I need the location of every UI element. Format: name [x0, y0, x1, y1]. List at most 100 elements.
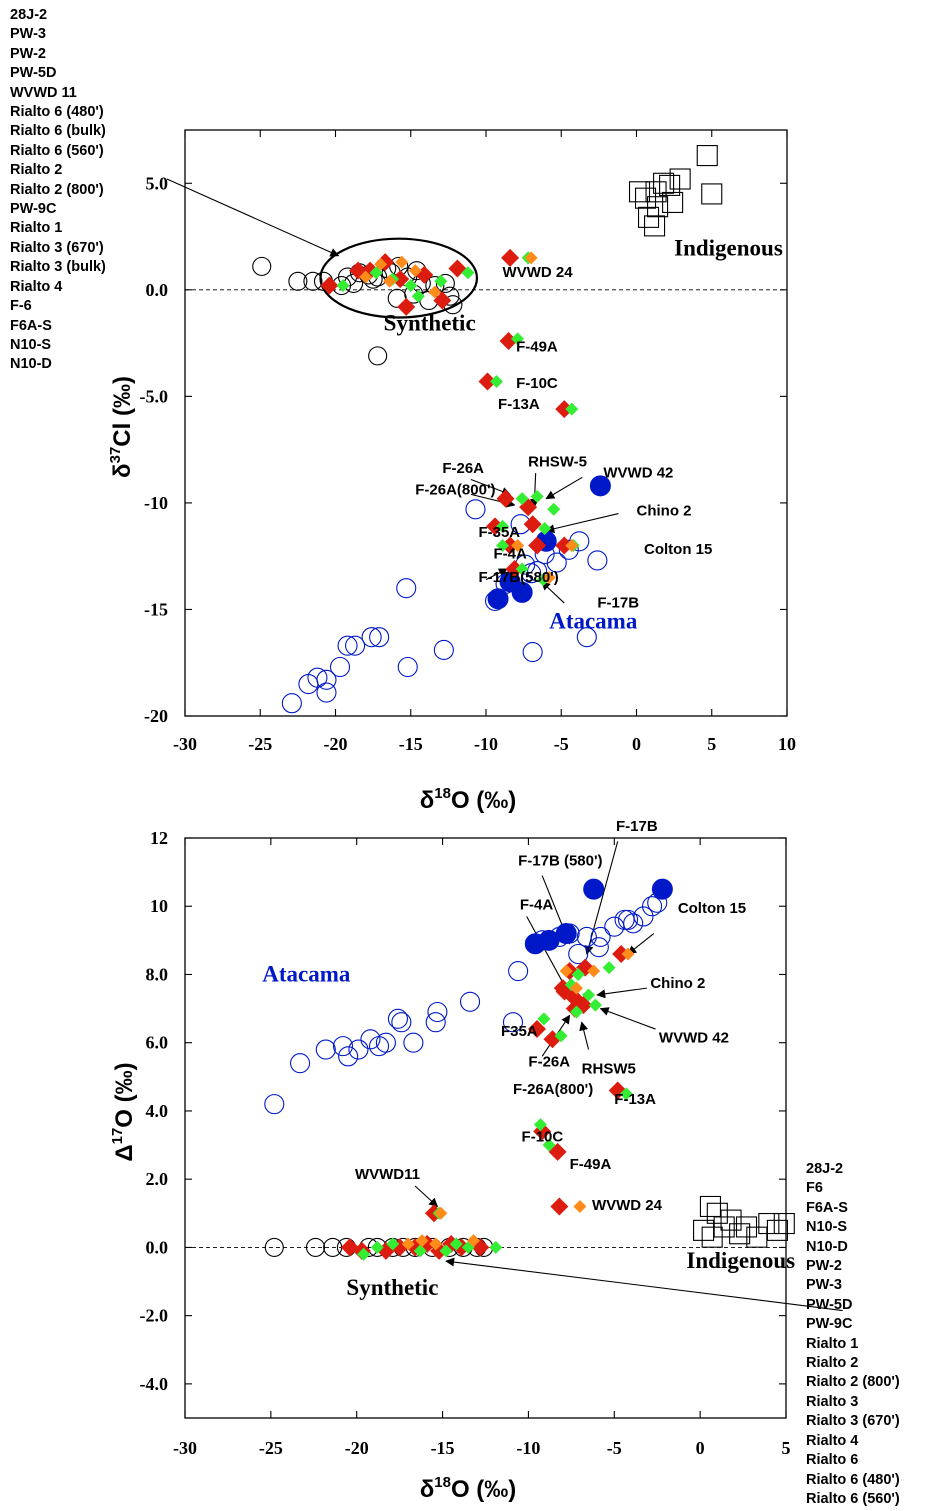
point-label: F-17B	[597, 594, 639, 611]
sample-list-item: PW-3	[806, 1277, 842, 1294]
point-label: F-10C	[522, 1129, 564, 1146]
data-point-red-diamond	[397, 297, 416, 316]
annotation-arrow	[166, 178, 340, 257]
data-point-open-circle-blue	[368, 1036, 390, 1057]
data-point-open-circle-black	[264, 1237, 284, 1257]
data-point-open-square	[693, 1219, 715, 1241]
x-tick-label: -25	[259, 1438, 283, 1458]
data-point-open-circle-blue	[397, 656, 418, 678]
sample-list-item: Rialto 3 (670')	[806, 1413, 900, 1430]
data-point-open-square	[720, 1209, 742, 1231]
data-point-open-square	[696, 145, 718, 167]
data-point-open-circle-blue	[396, 578, 417, 599]
data-point-orange-diamond	[395, 255, 409, 269]
x-tick-label: -10	[474, 734, 498, 754]
region-label: Synthetic	[384, 310, 476, 335]
point-label: F-26A	[528, 1054, 570, 1071]
sample-list-item: Rialto 3	[806, 1393, 859, 1410]
sample-list-item: PW-5D	[10, 65, 57, 82]
region-label: Indigenous	[686, 1248, 795, 1273]
plot-frame	[184, 129, 788, 717]
data-point-orange-diamond	[559, 964, 573, 978]
point-label: Colton 15	[644, 541, 712, 558]
sample-list-item: Rialto 2	[10, 162, 63, 179]
data-point-orange-diamond	[565, 539, 579, 553]
data-point-filled-circle-blue	[487, 588, 509, 610]
data-point-green-diamond	[411, 289, 425, 303]
data-point-green-diamond	[489, 1240, 503, 1254]
y-axis-title: Δ17O (‰)	[109, 1062, 138, 1161]
data-point-green-diamond	[369, 266, 383, 280]
y-tick-label: 0.0	[146, 1237, 169, 1257]
data-point-green-diamond	[570, 1005, 584, 1019]
data-point-open-circle-blue	[329, 656, 351, 678]
data-point-red-diamond	[501, 536, 520, 555]
data-point-open-circle-blue	[316, 682, 337, 703]
data-point-green-diamond	[496, 539, 510, 553]
data-point-open-circle-blue	[623, 913, 644, 934]
data-point-red-diamond	[528, 1020, 547, 1039]
data-point-green-diamond	[515, 562, 529, 576]
sample-list-top: 28J-2 PW-3 PW-2 PW-5D WVWD 11 Rialto 6 (480')…	[10, 6, 106, 375]
data-point-open-circle-blue	[387, 1008, 408, 1029]
data-point-open-circle-blue	[316, 669, 337, 690]
region-label: Synthetic	[346, 1275, 438, 1300]
data-point-green-diamond	[386, 1237, 400, 1251]
sample-list-item: Rialto 6 (560')	[806, 1490, 900, 1507]
data-point-filled-circle-blue	[511, 581, 533, 603]
data-point-open-circle-black	[305, 1237, 326, 1257]
data-point-red-diamond	[555, 536, 574, 555]
sample-list-bottom: 28J-2 F6 F6A-S N10-S N10-D PW-2 PW-3 PW-5D PW-9C…	[806, 1160, 900, 1509]
data-point-red-diamond	[499, 331, 518, 350]
x-tick-label: -25	[248, 734, 272, 754]
x-tick-label: -5	[607, 1438, 622, 1458]
sample-list-item: Rialto 1	[10, 220, 63, 237]
data-point-green-diamond	[537, 1012, 551, 1026]
data-point-orange-diamond	[587, 964, 601, 978]
data-point-red-diamond	[486, 517, 505, 536]
sample-list-item: PW-5D	[806, 1296, 853, 1313]
y-tick-label: 2.0	[146, 1169, 169, 1189]
sample-list-item: F6A-S	[10, 317, 52, 334]
data-point-green-diamond	[602, 961, 616, 975]
sample-list-item: Rialto 1	[806, 1335, 859, 1352]
data-point-open-circle-blue	[264, 1094, 285, 1115]
data-point-green-diamond	[461, 266, 475, 280]
data-point-red-diamond	[320, 276, 339, 295]
data-point-red-diamond	[555, 400, 574, 419]
data-point-open-square	[758, 1212, 780, 1235]
sample-list-item: PW-9C	[10, 201, 57, 218]
data-point-open-circle-blue	[546, 552, 567, 573]
data-point-open-circle-blue	[527, 561, 548, 582]
data-point-open-circle-blue	[433, 639, 454, 660]
x-tick-label: 10	[778, 734, 796, 754]
point-label: F-17B	[616, 818, 658, 835]
annotation-arrow	[414, 1185, 439, 1208]
point-label: WVWD 24	[503, 264, 574, 281]
x-tick-label: -5	[554, 734, 569, 754]
point-label: F-4A	[520, 897, 554, 914]
data-point-open-circle-blue	[617, 909, 639, 930]
data-point-open-square	[653, 172, 675, 194]
sample-list-item: Rialto 6 (480')	[806, 1471, 900, 1488]
data-point-orange-diamond	[415, 1234, 429, 1248]
data-point-green-diamond	[449, 1237, 463, 1251]
y-tick-label: 6.0	[146, 1033, 169, 1053]
data-point-open-circle-blue	[307, 667, 328, 688]
data-point-open-circle-blue	[502, 1012, 524, 1033]
point-label: RHSW-5	[528, 454, 587, 471]
x-axis-title: δ18O (‰)	[420, 785, 517, 814]
point-label: F-49A	[516, 339, 558, 356]
data-point-green-diamond	[336, 279, 350, 293]
data-point-open-circle-blue	[289, 1053, 311, 1074]
data-point-red-diamond	[501, 248, 520, 267]
data-point-open-circle-blue	[375, 1032, 396, 1053]
data-point-open-circle-blue	[403, 1032, 424, 1053]
data-point-orange-diamond	[401, 1237, 415, 1251]
point-label: F-49A	[570, 1156, 612, 1173]
data-point-open-square	[647, 196, 669, 218]
point-label: RHSW5	[582, 1060, 636, 1077]
y-tick-label: 4.0	[146, 1101, 169, 1121]
sample-list-item: Rialto 3 (bulk)	[10, 259, 106, 276]
sample-list-item: PW-2	[10, 45, 46, 62]
